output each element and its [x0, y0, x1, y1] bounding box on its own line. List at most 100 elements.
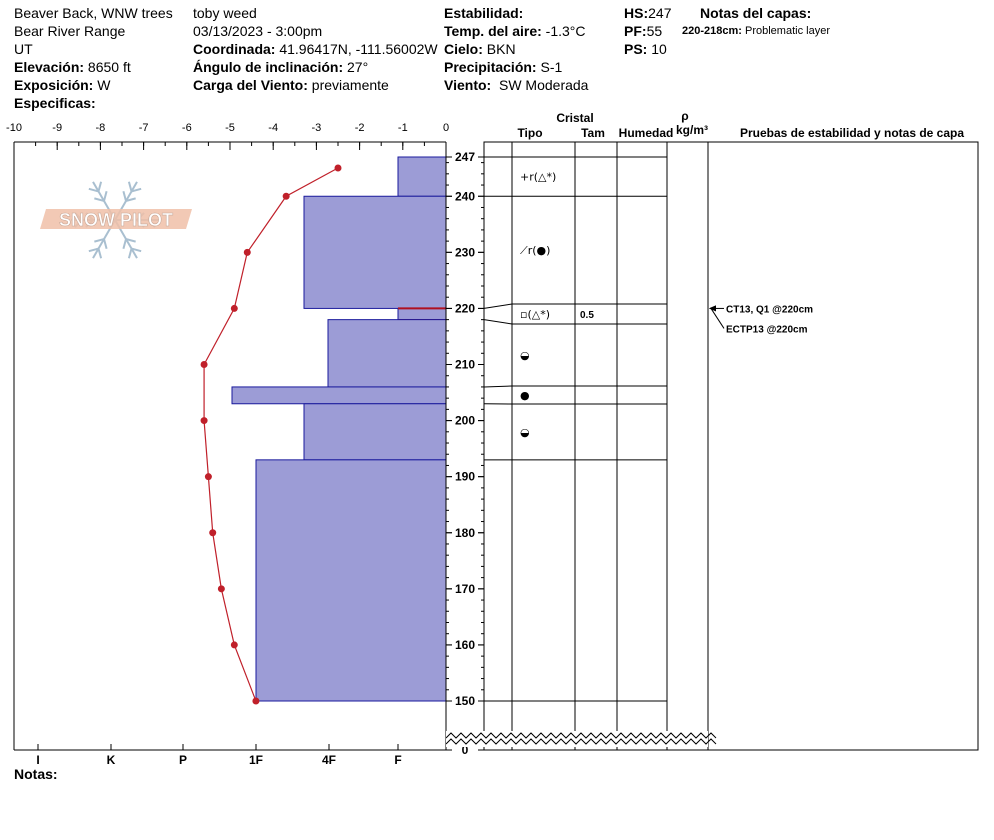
snowflake-branch — [125, 238, 136, 243]
slope-angle: Ángulo de inclinación: 27° — [193, 58, 368, 76]
snowpilot-logo: SNOW PILOT — [40, 181, 192, 259]
precip-label: Precipitación: — [444, 59, 537, 75]
temperature-point — [230, 641, 238, 649]
hardness-bar — [255, 459, 447, 702]
air-temp-value: -1.3°C — [545, 23, 586, 39]
height-tick-label: 247 — [455, 150, 475, 164]
crystal-type-symbol: +r(△*) — [520, 171, 556, 184]
hardness-bar — [397, 307, 447, 321]
crystal-type-symbol: ◒ — [520, 426, 530, 439]
temp-tick-label: -2 — [355, 122, 365, 134]
height-tick-label: 0 — [462, 743, 469, 757]
temp-tick-label: -9 — [52, 122, 62, 134]
snowflake-branch — [122, 191, 127, 202]
pf-label: PF: — [624, 23, 647, 39]
temperature-point — [200, 361, 208, 369]
location-name: Beaver Back, WNW trees — [14, 5, 173, 21]
snowflake-branch — [97, 181, 103, 192]
snowflake-branch — [125, 197, 136, 202]
data-table-frame — [483, 141, 979, 751]
crystal-type-symbol: ▫(△*) — [520, 308, 550, 321]
aspect-value: W — [97, 77, 111, 93]
hardness-bar — [327, 319, 447, 388]
density-symbol: ρ — [681, 109, 688, 123]
coord-value: 41.96417N, -111.56002W — [279, 41, 438, 57]
stability-test-note: CT13, Q1 @220cm — [726, 304, 813, 315]
height-tick-label: 150 — [455, 694, 475, 708]
notes: Notas: — [14, 765, 58, 783]
pf: PF:55 — [624, 22, 662, 40]
hardness-tick-label: P — [179, 753, 187, 767]
hardness-tick-label: K — [107, 753, 116, 767]
height-tick-label: 190 — [455, 470, 475, 484]
wind-load-label: Carga del Viento: — [193, 77, 308, 93]
stability-test-note: ECTP13 @220cm — [726, 324, 808, 335]
sky-label: Cielo: — [444, 41, 483, 57]
coord-label: Coordinada: — [193, 41, 276, 57]
precipitation: Precipitación: S-1 — [444, 58, 562, 76]
crystal-type-symbol: ⟋r(●) — [520, 244, 550, 257]
temperature-point — [217, 585, 225, 593]
wind: Viento: SW Moderada — [444, 76, 588, 94]
temperature-point — [252, 697, 260, 705]
temperature-point — [334, 164, 342, 172]
ps-label: PS: — [624, 41, 648, 57]
state: UT — [14, 41, 33, 57]
aspect: Exposición: W — [14, 76, 110, 94]
snowflake-branch — [97, 248, 103, 259]
height-tick-label: 160 — [455, 638, 475, 652]
sky: Cielo: BKN — [444, 40, 516, 58]
test-pointer — [710, 308, 725, 329]
snowflake-branch — [88, 187, 99, 193]
air-temp: Temp. del aire: -1.3°C — [444, 22, 586, 40]
test-arrow-icon — [709, 305, 716, 312]
temperature-point — [282, 192, 290, 200]
height-tick-label: 240 — [455, 189, 475, 203]
layer-notes-label: Notas del capas: — [700, 5, 812, 21]
elevation: Elevación: 8650 ft — [14, 58, 131, 76]
ps: PS: 10 — [624, 40, 667, 58]
wind-label: Viento: — [444, 77, 492, 93]
wind-load-value: previamente — [311, 77, 389, 93]
snowflake-branch — [103, 191, 108, 202]
type-header: Tipo — [517, 126, 542, 140]
wind-loading: Carga del Viento: previamente — [193, 76, 389, 94]
hardness-bar — [397, 156, 447, 197]
notes-label: Notas: — [14, 766, 58, 782]
hardness-tick-label: 1F — [249, 753, 263, 767]
aspect-label: Exposición: — [14, 77, 94, 93]
layer-note-text: Problematic layer — [745, 25, 830, 37]
hardness-bar — [303, 195, 447, 309]
height-tick-label: 230 — [455, 245, 475, 259]
logo-text: SNOW PILOT — [59, 210, 173, 230]
temp-tick-label: -7 — [139, 122, 149, 134]
hs: HS:247 — [624, 4, 671, 22]
snowflake-branch — [88, 247, 99, 253]
elevation-label: Elevación: — [14, 59, 85, 75]
ps-value: 10 — [651, 41, 667, 57]
layer-connector — [483, 303, 513, 309]
height-tick-label: 180 — [455, 526, 475, 540]
stability-label: Estabilidad: — [444, 5, 524, 21]
layer-notes-title: Notas del capas: — [700, 4, 811, 22]
hardness-tick-label: 4F — [322, 753, 336, 767]
hardness-tick-label: I — [36, 753, 39, 767]
logo-banner — [40, 209, 192, 229]
snowflake-branch — [131, 187, 142, 193]
wind-value: SW Moderada — [498, 77, 589, 93]
size-header: Tam — [581, 126, 605, 140]
temp-tick-label: -8 — [96, 122, 106, 134]
axis-break-mask — [446, 731, 708, 747]
temp-tick-label: -1 — [398, 122, 408, 134]
temp-tick-label: 0 — [443, 122, 449, 134]
hardness-bar — [231, 386, 447, 405]
temperature-point — [200, 417, 208, 425]
snowflake-branch — [94, 238, 105, 243]
crystal-size: 0.5 — [580, 310, 594, 321]
slope-value: 27° — [347, 59, 369, 75]
snowflake-branch — [127, 248, 133, 259]
air-temp-label: Temp. del aire: — [444, 23, 542, 39]
snowflake-branch — [127, 181, 133, 192]
slope-label: Ángulo de inclinación: — [193, 59, 344, 75]
